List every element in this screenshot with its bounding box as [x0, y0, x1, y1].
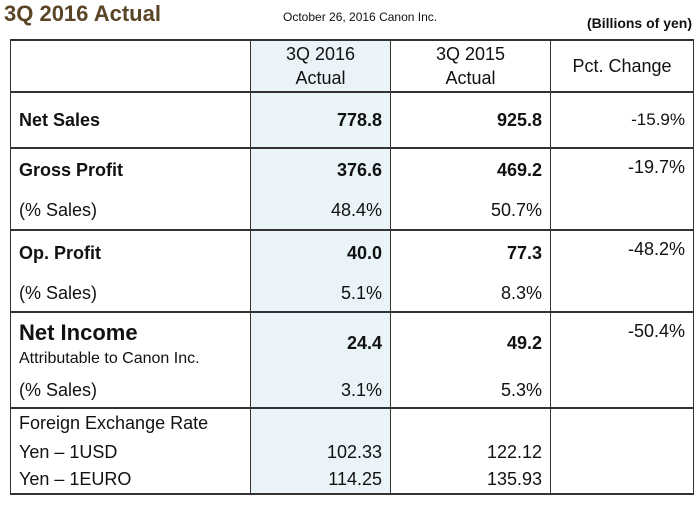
net-income-sublabel: Attributable to Canon Inc. — [19, 349, 200, 367]
row-fx-usd: Yen – 1USD 102.33 122.12 — [10, 438, 694, 466]
col-header-2015-line2: Actual — [445, 68, 496, 88]
op-profit-change: -48.2% — [550, 229, 694, 276]
op-profit-pct-2016: 5.1% — [250, 276, 391, 312]
fx-heading: Foreign Exchange Rate — [10, 407, 251, 438]
fx-heading-blank-change — [550, 407, 694, 438]
fx-euro-blank — [550, 466, 694, 495]
op-profit-pct-blank — [550, 276, 694, 312]
net-income-pct-blank — [550, 374, 694, 408]
row-op-profit-pct: (% Sales) 5.1% 8.3% — [10, 276, 694, 312]
gross-profit-2016: 376.6 — [250, 147, 391, 192]
row-fx-heading: Foreign Exchange Rate — [10, 407, 694, 438]
net-income-label-cell: Net Income Attributable to Canon Inc. — [10, 311, 251, 374]
row-gross-profit: Gross Profit 376.6 469.2 -19.7% — [10, 147, 694, 192]
col-header-2015-line1: 3Q 2015 — [435, 44, 506, 64]
gross-profit-2015: 469.2 — [390, 147, 551, 192]
row-fx-euro: Yen – 1EURO 114.25 135.93 — [10, 466, 694, 495]
net-sales-change: -15.9% — [550, 91, 694, 148]
col-header-2016-line1: 3Q 2016 — [285, 44, 356, 64]
units-label: (Billions of yen) — [587, 15, 692, 31]
net-sales-label: Net Sales — [10, 91, 251, 148]
gross-profit-change: -19.7% — [550, 147, 694, 192]
row-net-income: Net Income Attributable to Canon Inc. 24… — [10, 311, 694, 374]
fx-heading-blank-2016 — [250, 407, 391, 438]
fx-euro-2016: 114.25 — [250, 466, 391, 495]
net-income-2016: 24.4 — [250, 311, 391, 374]
row-net-income-pct: (% Sales) 3.1% 5.3% — [10, 374, 694, 408]
op-profit-label: Op. Profit — [10, 229, 251, 276]
col-header-2016: 3Q 2016 Actual — [250, 39, 391, 92]
net-income-pct-label: (% Sales) — [10, 374, 251, 408]
fx-euro-2015: 135.93 — [390, 466, 551, 495]
fx-euro-label: Yen – 1EURO — [10, 466, 251, 495]
fx-usd-2016: 102.33 — [250, 438, 391, 466]
net-sales-2016: 778.8 — [250, 91, 391, 148]
gross-profit-pct-2016: 48.4% — [250, 192, 391, 230]
header-blank — [10, 39, 251, 92]
net-income-pct-2015: 5.3% — [390, 374, 551, 408]
net-income-2015: 49.2 — [390, 311, 551, 374]
report-date: October 26, 2016 Canon Inc. — [283, 10, 438, 24]
gross-profit-pct-2015: 50.7% — [390, 192, 551, 230]
gross-profit-pct-blank — [550, 192, 694, 230]
row-gross-profit-pct: (% Sales) 48.4% 50.7% — [10, 192, 694, 230]
op-profit-2015: 77.3 — [390, 229, 551, 276]
net-income-change: -50.4% — [550, 311, 694, 374]
row-op-profit: Op. Profit 40.0 77.3 -48.2% — [10, 229, 694, 276]
row-net-sales: Net Sales 778.8 925.8 -15.9% — [10, 91, 694, 148]
fx-usd-blank — [550, 438, 694, 466]
op-profit-pct-2015: 8.3% — [390, 276, 551, 312]
col-header-2016-line2: Actual — [295, 68, 346, 88]
fx-usd-2015: 122.12 — [390, 438, 551, 466]
col-header-change: Pct. Change — [550, 39, 694, 92]
header-row: 3Q 2016 Actual 3Q 2015 Actual Pct. Chang… — [10, 39, 694, 92]
net-income-label: Net Income — [19, 319, 138, 345]
col-header-2015: 3Q 2015 Actual — [390, 39, 551, 92]
financial-table: 3Q 2016 Actual 3Q 2015 Actual Pct. Chang… — [10, 39, 694, 495]
gross-profit-pct-label: (% Sales) — [10, 192, 251, 230]
fx-heading-blank-2015 — [390, 407, 551, 438]
op-profit-pct-label: (% Sales) — [10, 276, 251, 312]
gross-profit-label: Gross Profit — [10, 147, 251, 192]
page-title: 3Q 2016 Actual — [4, 1, 161, 26]
net-sales-2015: 925.8 — [390, 91, 551, 148]
fx-usd-label: Yen – 1USD — [10, 438, 251, 466]
op-profit-2016: 40.0 — [250, 229, 391, 276]
net-income-pct-2016: 3.1% — [250, 374, 391, 408]
